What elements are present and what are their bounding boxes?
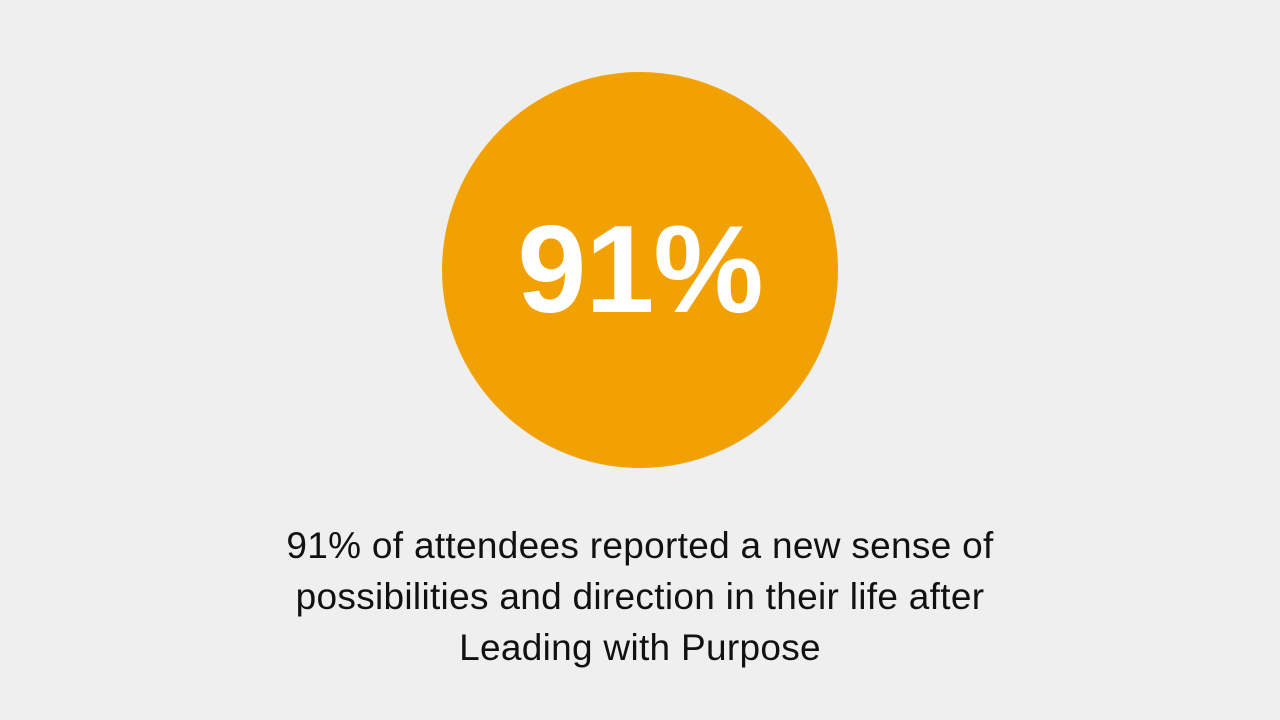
- stat-caption: 91% of attendees reported a new sense of…: [220, 520, 1060, 673]
- caption-line-3: Leading with Purpose: [459, 627, 821, 668]
- stat-circle: 91%: [442, 72, 838, 468]
- stat-value: 91%: [517, 201, 763, 339]
- caption-line-1: 91% of attendees reported a new sense of: [286, 525, 994, 566]
- caption-line-2: possibilities and direction in their lif…: [295, 576, 985, 617]
